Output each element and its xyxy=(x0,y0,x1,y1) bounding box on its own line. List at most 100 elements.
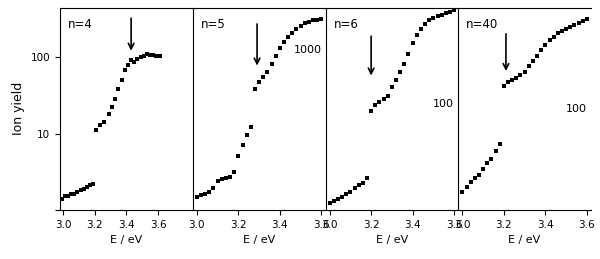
Point xyxy=(110,97,120,102)
Point xyxy=(437,12,446,17)
Point xyxy=(487,157,496,161)
Point xyxy=(304,20,314,24)
Point xyxy=(139,54,149,58)
Point xyxy=(512,76,521,80)
Point xyxy=(145,53,155,57)
Point xyxy=(424,18,434,23)
Point xyxy=(379,97,388,101)
Point xyxy=(362,176,372,180)
Point xyxy=(337,195,347,199)
Point xyxy=(433,14,442,18)
Point xyxy=(113,87,123,91)
Point xyxy=(478,167,488,171)
Point xyxy=(428,16,438,20)
Point xyxy=(296,24,305,28)
Point xyxy=(70,192,79,196)
Point xyxy=(553,31,563,35)
Point xyxy=(445,10,455,14)
Point xyxy=(209,186,218,190)
Point xyxy=(79,186,89,191)
Point xyxy=(259,75,268,79)
Point xyxy=(325,201,334,205)
Point xyxy=(283,35,293,39)
Point xyxy=(341,192,351,196)
Point xyxy=(470,176,479,181)
Text: 1000: 1000 xyxy=(293,45,322,55)
Point xyxy=(133,57,142,61)
Point xyxy=(532,54,542,58)
Point xyxy=(196,193,206,198)
Point xyxy=(482,161,492,166)
Point xyxy=(263,69,272,74)
Point xyxy=(569,23,579,27)
Point xyxy=(229,170,239,174)
Point xyxy=(85,183,95,187)
Point xyxy=(387,85,397,89)
Point xyxy=(565,24,575,28)
Point xyxy=(358,181,368,185)
Point xyxy=(73,190,82,194)
Point xyxy=(292,27,301,31)
Point xyxy=(254,80,264,84)
Point xyxy=(474,173,484,177)
Point xyxy=(395,70,405,74)
Point xyxy=(508,78,517,82)
Point xyxy=(300,21,310,25)
Y-axis label: Ion yield: Ion yield xyxy=(12,82,25,135)
Point xyxy=(412,33,422,37)
Point xyxy=(92,128,101,132)
Point xyxy=(582,17,592,21)
Point xyxy=(400,62,409,66)
X-axis label: E / eV: E / eV xyxy=(509,235,541,245)
Point xyxy=(408,41,418,45)
Point xyxy=(271,54,281,58)
Point xyxy=(578,19,587,23)
Text: n=6: n=6 xyxy=(334,18,358,31)
Point xyxy=(104,112,114,116)
Point xyxy=(130,60,139,64)
Point xyxy=(152,54,161,58)
Point xyxy=(63,194,73,198)
Point xyxy=(329,199,338,203)
Point xyxy=(107,105,117,110)
Point xyxy=(267,62,277,66)
Point xyxy=(466,180,475,184)
Point xyxy=(233,154,243,159)
Point xyxy=(192,195,202,199)
Point xyxy=(117,78,127,82)
Point xyxy=(346,190,355,194)
Point xyxy=(275,46,284,50)
Point xyxy=(350,186,359,190)
Point xyxy=(123,63,133,67)
Point xyxy=(549,35,559,39)
Point xyxy=(82,185,92,189)
Point xyxy=(515,73,525,77)
Point xyxy=(499,84,509,88)
Point xyxy=(370,103,380,107)
Text: 100: 100 xyxy=(566,104,587,114)
Point xyxy=(391,77,401,82)
Point xyxy=(136,55,145,59)
Point xyxy=(557,29,567,33)
Point xyxy=(374,100,384,104)
Point xyxy=(205,190,214,194)
Point xyxy=(279,40,289,44)
Point xyxy=(462,185,472,189)
Point xyxy=(416,27,426,31)
Point xyxy=(213,179,223,183)
Point xyxy=(503,80,513,84)
Point xyxy=(60,194,70,198)
Point xyxy=(495,142,505,146)
Point xyxy=(420,22,430,26)
Point xyxy=(524,64,533,68)
Point xyxy=(441,11,451,15)
Point xyxy=(449,8,459,12)
Point xyxy=(308,18,318,23)
Point xyxy=(148,53,158,57)
X-axis label: E / eV: E / eV xyxy=(376,235,408,245)
Point xyxy=(225,175,235,179)
Text: n=40: n=40 xyxy=(466,18,499,31)
Point xyxy=(66,192,76,196)
Point xyxy=(317,17,326,21)
Point xyxy=(155,54,164,59)
